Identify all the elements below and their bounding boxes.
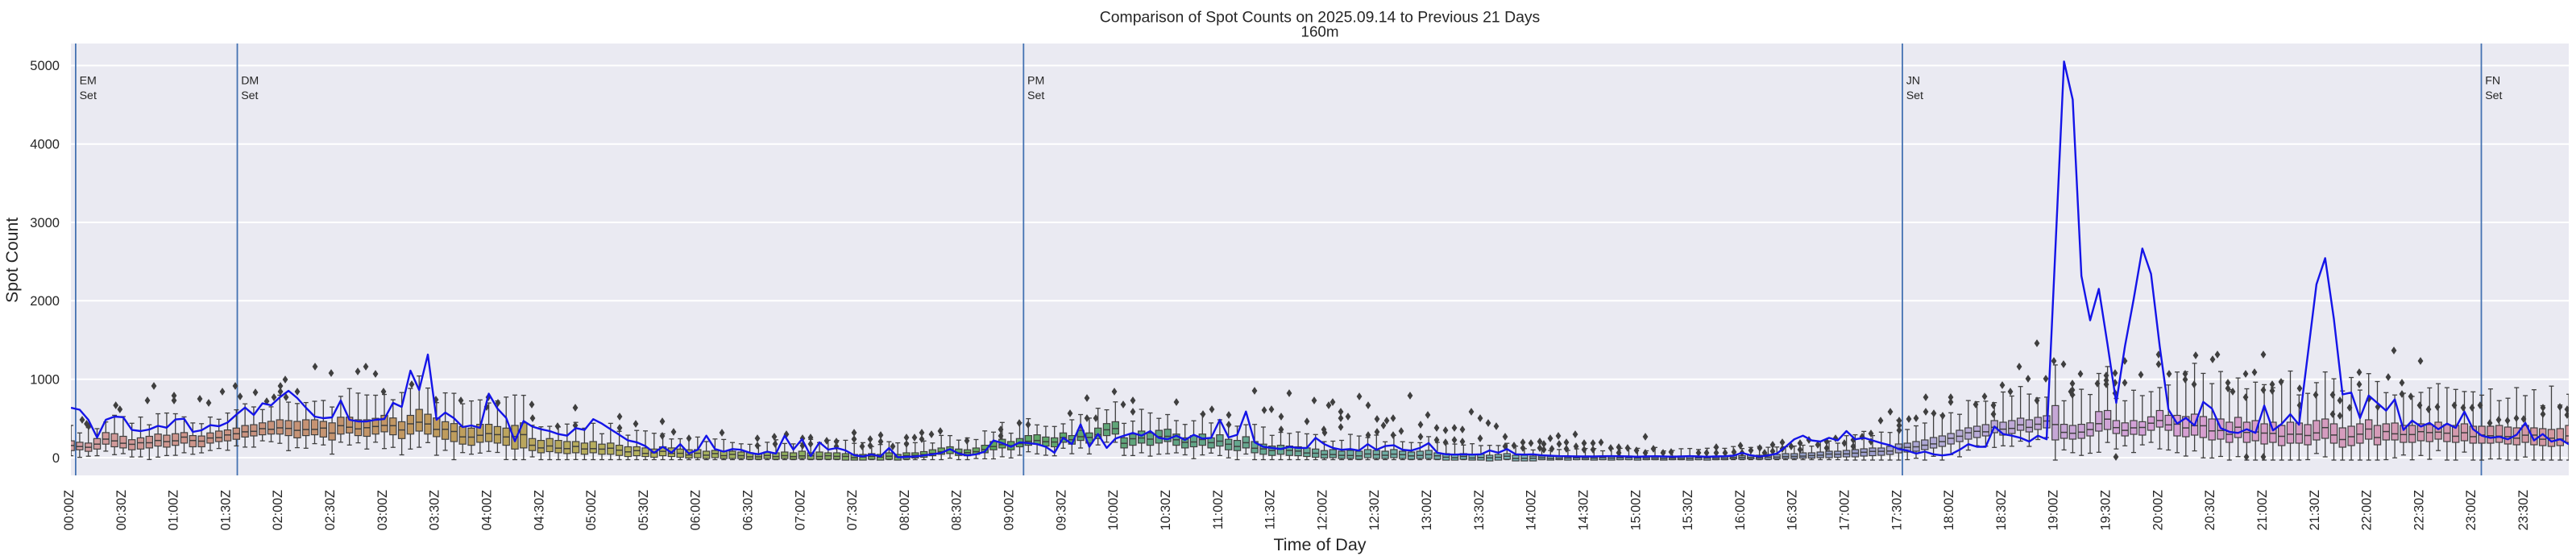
svg-text:11:30Z: 11:30Z — [1263, 490, 1278, 529]
svg-text:15:30Z: 15:30Z — [1681, 490, 1695, 531]
svg-text:5000: 5000 — [30, 59, 60, 73]
svg-text:23:30Z: 23:30Z — [2516, 490, 2531, 531]
svg-text:19:00Z: 19:00Z — [2047, 490, 2061, 531]
svg-text:160m: 160m — [1301, 23, 1339, 40]
svg-text:20:00Z: 20:00Z — [2151, 490, 2165, 531]
svg-text:00:30Z: 00:30Z — [114, 490, 129, 531]
svg-text:EM: EM — [80, 74, 97, 87]
svg-text:13:00Z: 13:00Z — [1420, 490, 1434, 531]
svg-text:03:00Z: 03:00Z — [375, 490, 390, 531]
svg-text:Set: Set — [2485, 89, 2502, 102]
svg-text:21:30Z: 21:30Z — [2308, 490, 2322, 531]
svg-text:JN: JN — [1906, 74, 1920, 87]
svg-text:01:30Z: 01:30Z — [218, 490, 233, 531]
svg-text:10:00Z: 10:00Z — [1106, 490, 1121, 531]
svg-text:PM: PM — [1027, 74, 1044, 87]
svg-text:08:30Z: 08:30Z — [950, 490, 964, 531]
svg-text:14:00Z: 14:00Z — [1524, 490, 1539, 531]
svg-text:04:30Z: 04:30Z — [532, 490, 546, 531]
svg-text:19:30Z: 19:30Z — [2099, 490, 2113, 531]
svg-text:03:30Z: 03:30Z — [428, 490, 442, 531]
svg-text:12:00Z: 12:00Z — [1315, 490, 1329, 531]
svg-text:DM: DM — [241, 74, 259, 87]
svg-text:16:00Z: 16:00Z — [1733, 490, 1748, 531]
svg-text:2000: 2000 — [30, 294, 60, 309]
svg-text:08:00Z: 08:00Z — [898, 490, 912, 531]
svg-text:18:30Z: 18:30Z — [1994, 490, 2009, 531]
svg-text:3000: 3000 — [30, 216, 60, 230]
svg-text:20:30Z: 20:30Z — [2203, 490, 2217, 531]
svg-text:1000: 1000 — [30, 373, 60, 388]
svg-text:09:00Z: 09:00Z — [1002, 490, 1017, 531]
svg-text:17:30Z: 17:30Z — [1889, 490, 1904, 531]
svg-text:18:00Z: 18:00Z — [1942, 490, 1956, 531]
svg-text:Set: Set — [241, 89, 258, 102]
svg-text:00:00Z: 00:00Z — [62, 490, 77, 531]
svg-text:02:00Z: 02:00Z — [271, 490, 285, 531]
svg-text:15:00Z: 15:00Z — [1628, 490, 1643, 531]
svg-text:16:30Z: 16:30Z — [1786, 490, 1800, 531]
svg-text:Set: Set — [80, 89, 97, 102]
svg-text:4000: 4000 — [30, 138, 60, 152]
svg-text:10:30Z: 10:30Z — [1159, 490, 1173, 531]
svg-text:17:00Z: 17:00Z — [1838, 490, 1852, 531]
svg-text:22:00Z: 22:00Z — [2360, 490, 2375, 531]
svg-text:01:00Z: 01:00Z — [167, 490, 181, 531]
svg-text:07:30Z: 07:30Z — [845, 490, 860, 531]
svg-text:14:30Z: 14:30Z — [1576, 490, 1591, 531]
svg-text:02:30Z: 02:30Z — [323, 490, 338, 531]
svg-text:06:00Z: 06:00Z — [689, 490, 703, 531]
svg-text:Set: Set — [1027, 89, 1044, 102]
svg-text:09:30Z: 09:30Z — [1054, 490, 1068, 531]
svg-text:22:30Z: 22:30Z — [2412, 490, 2426, 531]
svg-text:FN: FN — [2485, 74, 2500, 87]
svg-text:Set: Set — [1906, 89, 1923, 102]
svg-text:Comparison of Spot Counts on 2: Comparison of Spot Counts on 2025.09.14 … — [1100, 8, 1541, 26]
svg-text:04:00Z: 04:00Z — [480, 490, 495, 531]
svg-text:Spot Count: Spot Count — [3, 218, 22, 303]
svg-text:21:00Z: 21:00Z — [2255, 490, 2270, 531]
svg-text:06:30Z: 06:30Z — [741, 490, 756, 531]
svg-text:05:30Z: 05:30Z — [637, 490, 651, 531]
svg-text:05:00Z: 05:00Z — [584, 490, 599, 531]
svg-text:13:30Z: 13:30Z — [1472, 490, 1487, 531]
svg-text:12:30Z: 12:30Z — [1367, 490, 1382, 531]
svg-text:0: 0 — [52, 451, 60, 466]
svg-text:Time of Day: Time of Day — [1273, 535, 1366, 554]
svg-text:11:00Z: 11:00Z — [1211, 490, 1226, 529]
svg-text:23:00Z: 23:00Z — [2464, 490, 2479, 531]
svg-text:07:00Z: 07:00Z — [793, 490, 807, 531]
